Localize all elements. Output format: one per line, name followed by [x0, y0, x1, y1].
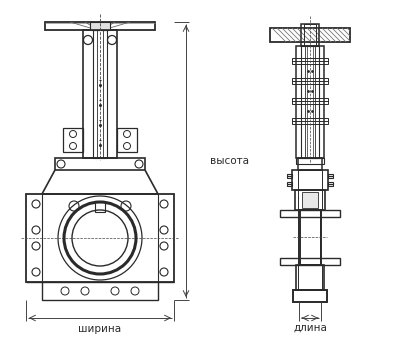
Bar — [55, 158, 145, 170]
Bar — [307, 46, 313, 158]
Bar — [304, 24, 316, 46]
Bar — [280, 258, 340, 265]
Bar — [298, 190, 322, 210]
Bar — [292, 58, 328, 64]
Bar — [292, 118, 328, 124]
Bar — [328, 174, 333, 178]
Bar — [287, 182, 292, 186]
Bar — [328, 182, 333, 186]
Bar — [26, 194, 174, 282]
Bar — [63, 128, 83, 152]
Bar — [26, 194, 174, 300]
Bar — [83, 30, 117, 158]
Bar — [302, 192, 318, 208]
Bar — [280, 210, 340, 217]
Bar — [305, 46, 315, 158]
Bar — [292, 78, 328, 84]
Bar — [270, 28, 350, 42]
Bar — [292, 98, 328, 104]
Bar — [298, 158, 322, 170]
Text: длина: длина — [293, 323, 327, 333]
Bar — [298, 265, 322, 290]
Bar — [301, 46, 319, 158]
Bar — [90, 22, 110, 30]
Bar — [296, 46, 324, 158]
Bar — [293, 290, 327, 302]
Bar — [117, 128, 137, 152]
Text: ширина: ширина — [78, 324, 122, 334]
Bar — [299, 210, 321, 265]
Bar — [295, 190, 325, 210]
Bar — [292, 170, 328, 190]
Bar — [298, 170, 322, 190]
Text: высота: высота — [210, 156, 249, 166]
Bar — [287, 174, 292, 178]
Bar — [93, 30, 107, 158]
Bar — [296, 158, 324, 164]
Bar — [42, 282, 158, 300]
Bar — [95, 202, 105, 212]
Bar — [97, 30, 103, 158]
Bar — [296, 265, 324, 290]
Bar — [45, 22, 155, 30]
Bar — [300, 210, 320, 265]
Bar — [301, 24, 319, 46]
